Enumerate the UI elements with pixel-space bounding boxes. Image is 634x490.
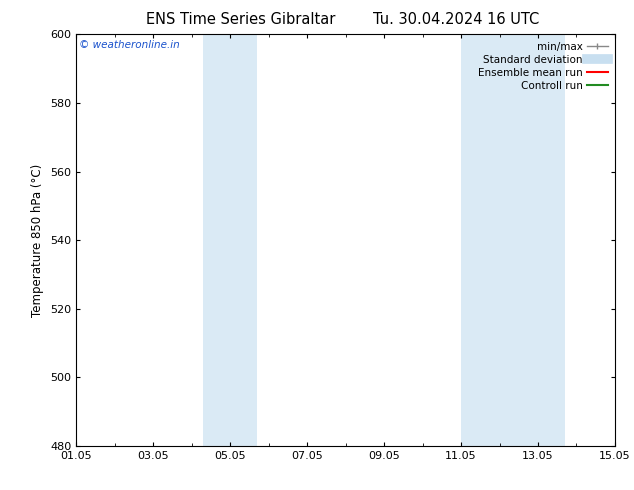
Text: ENS Time Series Gibraltar: ENS Time Series Gibraltar bbox=[146, 12, 335, 27]
Bar bbox=[461, 34, 565, 446]
Legend: min/max, Standard deviation, Ensemble mean run, Controll run: min/max, Standard deviation, Ensemble me… bbox=[476, 40, 610, 93]
Bar bbox=[203, 34, 257, 446]
Text: © weatheronline.in: © weatheronline.in bbox=[79, 41, 179, 50]
Y-axis label: Temperature 850 hPa (°C): Temperature 850 hPa (°C) bbox=[32, 164, 44, 317]
Text: Tu. 30.04.2024 16 UTC: Tu. 30.04.2024 16 UTC bbox=[373, 12, 540, 27]
